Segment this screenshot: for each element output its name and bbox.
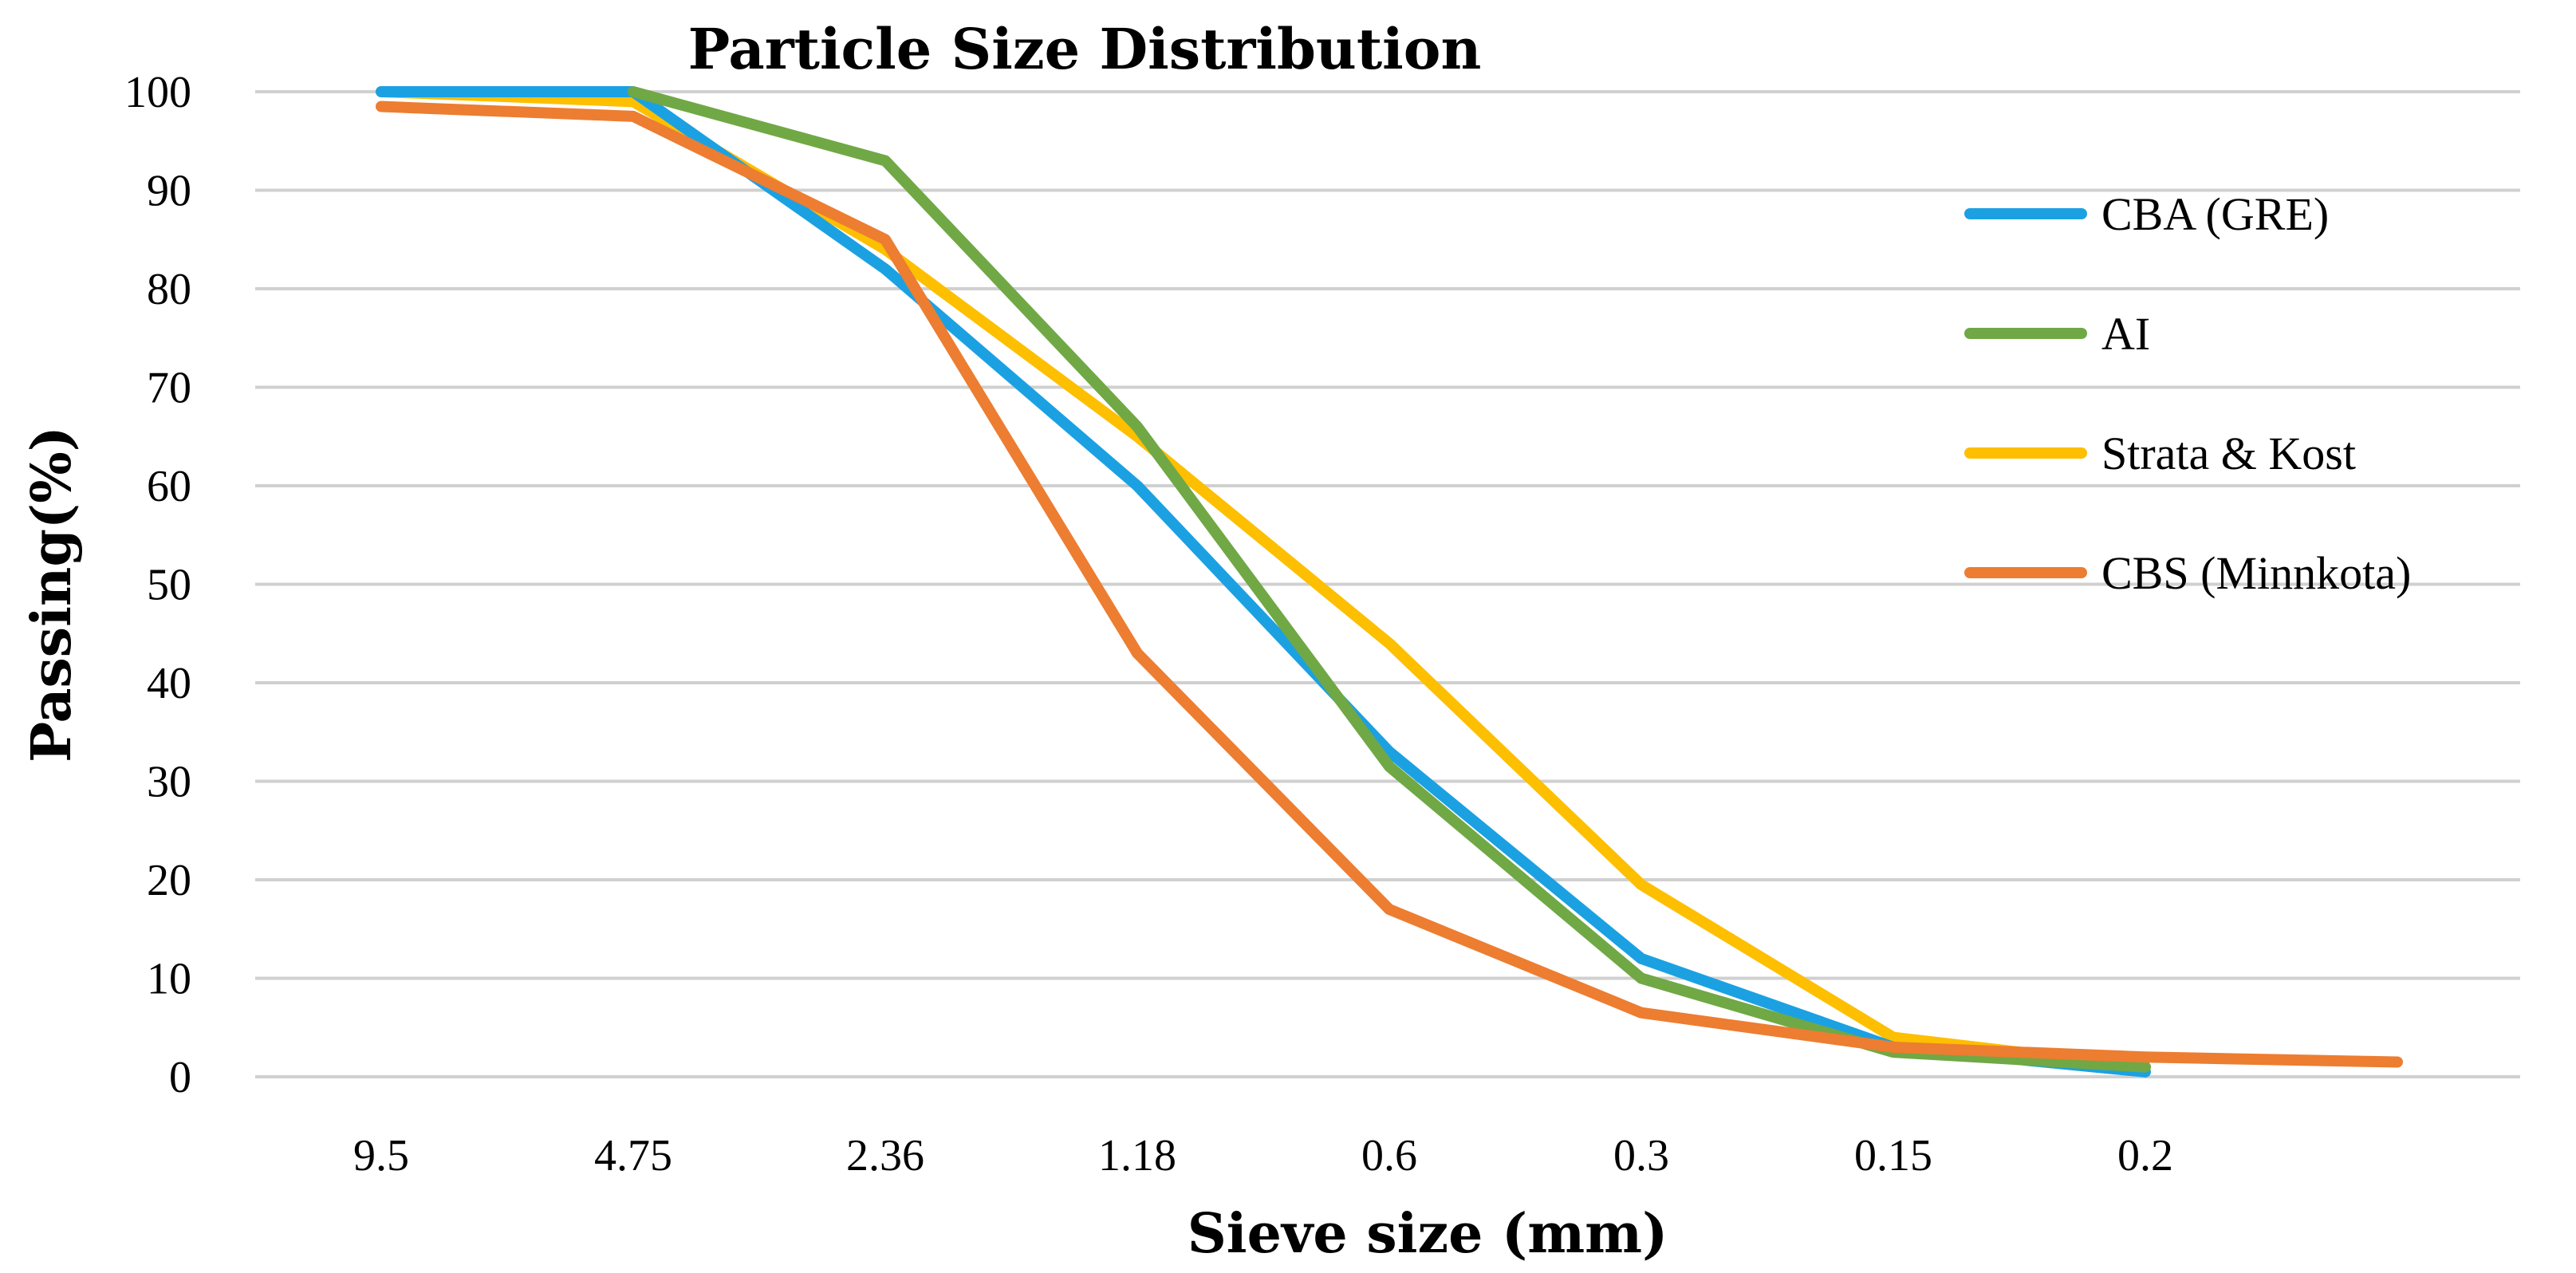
x-tick-label: 4.75 — [594, 1131, 672, 1180]
x-tick-label: 1.18 — [1098, 1131, 1176, 1180]
legend-label: Strata & Kost — [2101, 428, 2356, 479]
y-tick-label: 10 — [147, 955, 191, 1004]
legend-label: AI — [2101, 308, 2150, 360]
legend-label: CBS (Minnkota) — [2101, 547, 2411, 599]
x-tick-label: 0.2 — [2117, 1131, 2173, 1180]
x-tick-label: 9.5 — [353, 1131, 409, 1180]
series-line-cbs-minnkota — [376, 100, 2403, 1068]
series-line-strata-kost — [376, 86, 2151, 1073]
chart-title: Particle Size Distribution — [688, 16, 1482, 82]
series-layer — [376, 86, 2403, 1078]
x-axis-title: Sieve size (mm) — [1188, 1202, 1668, 1266]
y-tick-label: 40 — [147, 659, 191, 708]
y-tick-label: 0 — [169, 1053, 191, 1102]
y-tick-label: 100 — [124, 68, 191, 117]
x-tick-label: 2.36 — [846, 1131, 924, 1180]
y-tick-label: 90 — [147, 167, 191, 216]
series-line-cba-gre — [376, 86, 2151, 1078]
x-tick-label: 0.3 — [1613, 1131, 1669, 1180]
x-tick-label: 0.15 — [1854, 1131, 1932, 1180]
x-tick-label: 0.6 — [1361, 1131, 1417, 1180]
x-axis-ticks: 9.5 4.75 2.36 1.18 0.6 0.3 0.15 0.2 — [353, 1131, 2173, 1180]
legend-label: CBA (GRE) — [2101, 188, 2329, 240]
legend: CBA (GRE) AI Strata & Kost CBS (Minnkota) — [1964, 188, 2411, 599]
y-tick-label: 20 — [147, 856, 191, 905]
y-tick-label: 60 — [147, 462, 191, 511]
y-tick-label: 70 — [147, 364, 191, 413]
y-tick-label: 50 — [147, 561, 191, 610]
y-tick-label: 80 — [147, 265, 191, 314]
y-axis-title: Passing(%) — [20, 426, 84, 763]
y-tick-label: 30 — [147, 758, 191, 807]
y-axis-ticks: 0 10 20 30 40 50 60 70 80 90 100 — [124, 68, 191, 1102]
